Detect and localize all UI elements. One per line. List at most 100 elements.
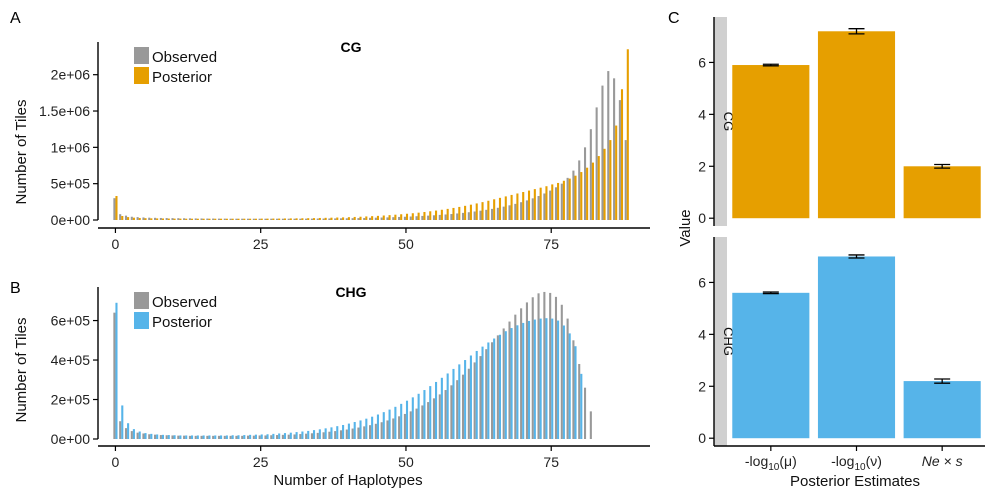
chart-a-bar-observed-39 <box>339 218 343 220</box>
chart-c-x-tick-label-2: Ne × s <box>922 453 963 469</box>
chart-c-error-bar-0-2 <box>934 163 951 169</box>
chart-b-bar-posterior-77 <box>562 325 565 439</box>
chart-b-bar-posterior-73 <box>539 318 542 439</box>
chart-b-bar-observed-51 <box>409 411 412 439</box>
chart-c-content: CG 0 2 4 6 CHG 0 2 4 6 -log10(μ) -log10(ν) Ne × s <box>698 17 985 473</box>
chart-a-bar-posterior-19 <box>225 218 228 220</box>
chart-b-bar-observed-12 <box>183 435 186 439</box>
chart-b-bar-observed-53 <box>421 405 424 439</box>
chart-c-error-bar-1-2 <box>934 378 951 384</box>
chart-b-bar-observed-5 <box>142 433 145 439</box>
chart-a-bar-posterior-68 <box>510 194 513 220</box>
chart-b-bar-posterior-57 <box>446 373 449 439</box>
chart-a-bar-posterior-43 <box>365 216 368 220</box>
chart-b-bar-observed-11 <box>177 435 180 439</box>
chart-b-bar-posterior-48 <box>394 406 397 439</box>
chart-b-bar-posterior-78 <box>568 333 571 439</box>
chart-a-bar-observed-16 <box>206 218 209 220</box>
chart-b-bar-posterior-40 <box>347 423 350 439</box>
chart-b-bar-posterior-39 <box>342 424 345 439</box>
chart-a-bar-posterior-48 <box>394 214 397 220</box>
chart-a-x-tick-label-1: 25 <box>253 236 269 252</box>
chart-a-bar-posterior-78 <box>568 178 571 220</box>
chart-a-bar-observed-0 <box>113 198 116 220</box>
chart-b-bar-posterior-45 <box>376 414 379 439</box>
chart-b-bar-posterior-21 <box>237 435 240 439</box>
chart-b-bar-observed-24 <box>252 435 255 439</box>
chart-a-bar-posterior-75 <box>551 184 554 220</box>
chart-a-bar-observed-59 <box>456 213 459 220</box>
chart-b-bar-posterior-5 <box>144 433 147 439</box>
chart-b-bar-observed-69 <box>514 314 517 439</box>
chart-b-y-tick-label-1: 2e+05 <box>51 392 91 408</box>
chart-a-bar-observed-53 <box>421 215 424 220</box>
chart-c-y-axis-title: Value <box>677 209 694 246</box>
chart-b-bar-posterior-46 <box>382 412 385 439</box>
chart-a-bar-observed-12 <box>183 218 186 220</box>
chart-b-bar-posterior-15 <box>202 435 205 439</box>
chart-a-bar-posterior-40 <box>347 217 350 220</box>
chart-c-error-bar-0-1 <box>848 28 865 35</box>
chart-b-bar-posterior-63 <box>481 346 484 439</box>
chart-b-bar-observed-28 <box>276 435 279 439</box>
chart-b-bar-posterior-3 <box>132 429 135 439</box>
chart-a-bar-posterior-70 <box>522 192 525 220</box>
chart-b-bar-posterior-71 <box>527 320 531 439</box>
chart-a-bar-posterior-21 <box>237 218 240 220</box>
chart-b-bar-posterior-50 <box>405 400 409 439</box>
chart-b-bar-observed-30 <box>287 434 290 439</box>
chart-b-bar-posterior-42 <box>359 420 362 439</box>
chart-a-bar-observed-74 <box>543 193 546 220</box>
chart-a-bar-observed-75 <box>549 190 552 220</box>
chart-b-bar-posterior-55 <box>435 381 438 439</box>
chart-a-y-tick-label-1: 5e+05 <box>51 176 91 192</box>
chart-b-bar-posterior-67 <box>504 331 507 439</box>
chart-a-bar-observed-45 <box>374 217 377 220</box>
chart-a-bar-posterior-86 <box>615 125 618 220</box>
chart-b-bar-observed-10 <box>171 435 174 439</box>
chart-b-bar-observed-70 <box>520 308 523 439</box>
chart-b-x-tick-label-2: 50 <box>398 454 414 470</box>
chart-b-bar-observed-48 <box>392 418 395 439</box>
chart-a-bar-posterior-58 <box>452 207 455 220</box>
chart-a-bar-observed-77 <box>560 183 563 220</box>
chart-b-bar-posterior-23 <box>249 434 252 439</box>
chart-a-bars <box>113 49 629 220</box>
chart-b-bars <box>113 291 592 439</box>
chart-a-bar-observed-15 <box>200 218 203 220</box>
chart-b-bar-posterior-49 <box>400 403 403 439</box>
chart-b-bar-observed-44 <box>369 425 372 439</box>
chart-a-bar-posterior-61 <box>469 204 472 220</box>
chart-b-bar-posterior-72 <box>533 319 536 439</box>
chart-a-bar-observed-38 <box>334 218 337 220</box>
chart-a-bar-observed-30 <box>287 218 290 220</box>
chart-b-bar-posterior-60 <box>464 360 467 439</box>
chart-b-bar-posterior-20 <box>231 435 234 439</box>
chart-b-bar-posterior-64 <box>487 342 490 439</box>
chart-a-bar-posterior-76 <box>557 182 560 220</box>
chart-a-bar-observed-3 <box>130 216 133 220</box>
chart-a-bar-observed-29 <box>281 218 284 220</box>
chart-b-bar-posterior-8 <box>161 434 165 439</box>
chart-b-bar-posterior-44 <box>371 416 374 439</box>
chart-b-x-axis-title: Number of Haplotypes <box>273 472 422 489</box>
chart-c-y-tick-label-1-1: 2 <box>698 378 706 394</box>
chart-b-bar-observed-31 <box>293 434 296 439</box>
chart-b-bar-observed-77 <box>560 304 563 439</box>
chart-b-bar-posterior-35 <box>318 429 321 439</box>
chart-b-bar-posterior-4 <box>138 431 141 439</box>
chart-b-legend: Observed Posterior <box>134 292 217 331</box>
chart-a-bar-observed-11 <box>177 218 180 220</box>
chart-a-bar-observed-70 <box>520 202 523 220</box>
chart-b-y-axis-title: Number of Tiles <box>13 317 30 422</box>
chart-a-bar-posterior-11 <box>179 218 182 220</box>
chart-a-bar-posterior-71 <box>527 190 531 220</box>
chart-a-bar-observed-55 <box>432 215 436 220</box>
chart-b-bar-posterior-34 <box>312 430 316 439</box>
chart-a-bar-posterior-32 <box>301 218 304 220</box>
chart-a-bar-observed-54 <box>427 215 430 220</box>
chart-a-bar-posterior-59 <box>458 206 461 220</box>
chart-a-bar-posterior-36 <box>324 217 327 220</box>
chart-a-bar-posterior-0 <box>115 196 118 220</box>
chart-b-bar-posterior-74 <box>545 318 548 439</box>
